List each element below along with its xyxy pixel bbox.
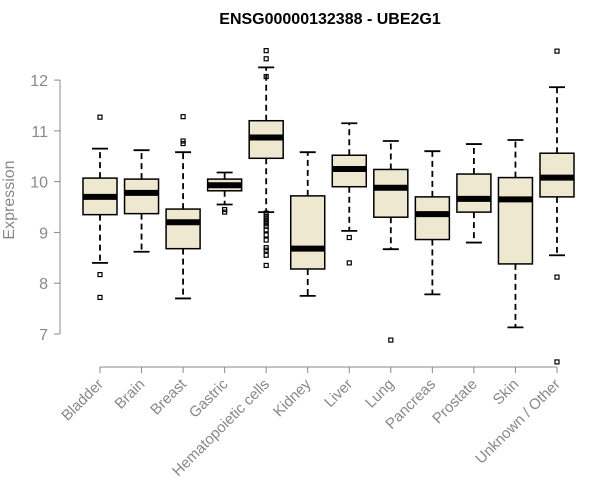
y-tick-label: 8: [39, 276, 48, 293]
x-tick-label: Prostate: [429, 376, 481, 428]
outlier-point: [97, 294, 103, 301]
outlier-point: [263, 232, 269, 238]
x-tick-label: Breast: [147, 375, 190, 418]
outlier-point: [97, 271, 103, 278]
outlier-point: [346, 260, 352, 266]
outlier-point: [263, 247, 269, 253]
x-tick-label: Lung: [362, 376, 398, 412]
box-body: [123, 178, 160, 215]
outlier-point: [554, 359, 560, 365]
x-tick-label: Bladder: [58, 376, 107, 425]
y-tick-label: 7: [39, 327, 48, 344]
box-body: [456, 173, 492, 213]
box-group: [414, 150, 451, 296]
box-group: [331, 122, 368, 266]
box-group: [82, 114, 118, 301]
boxes-group: [82, 48, 575, 365]
outlier-point: [346, 234, 352, 241]
outlier-point: [263, 210, 269, 216]
outlier-point: [263, 252, 269, 258]
outlier-point: [263, 262, 269, 269]
y-tick-label: 11: [31, 124, 48, 141]
chart-title: ENSG00000132388 - UBE2G1: [219, 11, 441, 28]
y-tick-label: 10: [30, 175, 48, 192]
outlier-point: [180, 114, 186, 120]
y-axis-label: Expression: [1, 160, 18, 239]
box-body: [497, 176, 534, 265]
box-body: [165, 208, 201, 250]
x-tick-label: Skin: [490, 376, 523, 409]
box-group: [539, 48, 575, 365]
box-body: [373, 168, 409, 218]
box-group: [123, 149, 160, 253]
box-group: [248, 48, 284, 269]
outlier-point: [263, 237, 269, 243]
box-body: [414, 196, 451, 241]
box-group: [165, 114, 201, 300]
box-group: [289, 151, 326, 297]
outlier-point: [180, 140, 186, 147]
y-tick-label: 12: [30, 73, 48, 90]
outlier-point: [388, 337, 394, 343]
outlier-point: [554, 274, 560, 280]
x-tick-label: Brain: [112, 376, 149, 413]
y-axis: 7 8 9 10 11 12: [30, 73, 61, 344]
outlier-point: [263, 227, 269, 233]
box-group: [373, 140, 409, 343]
outlier-point: [263, 48, 269, 54]
box-group: [497, 139, 534, 329]
outlier-point: [554, 48, 560, 54]
outlier-point: [263, 56, 269, 62]
outlier-point: [263, 73, 269, 80]
box-group: [206, 171, 243, 215]
x-tick-label: Liver: [321, 376, 356, 411]
y-tick-label: 9: [39, 225, 48, 242]
outlier-point: [222, 209, 228, 215]
outlier-point: [97, 114, 103, 120]
box-body: [289, 195, 326, 270]
box-group: [456, 143, 492, 244]
x-tick-label: Kidney: [270, 375, 315, 420]
